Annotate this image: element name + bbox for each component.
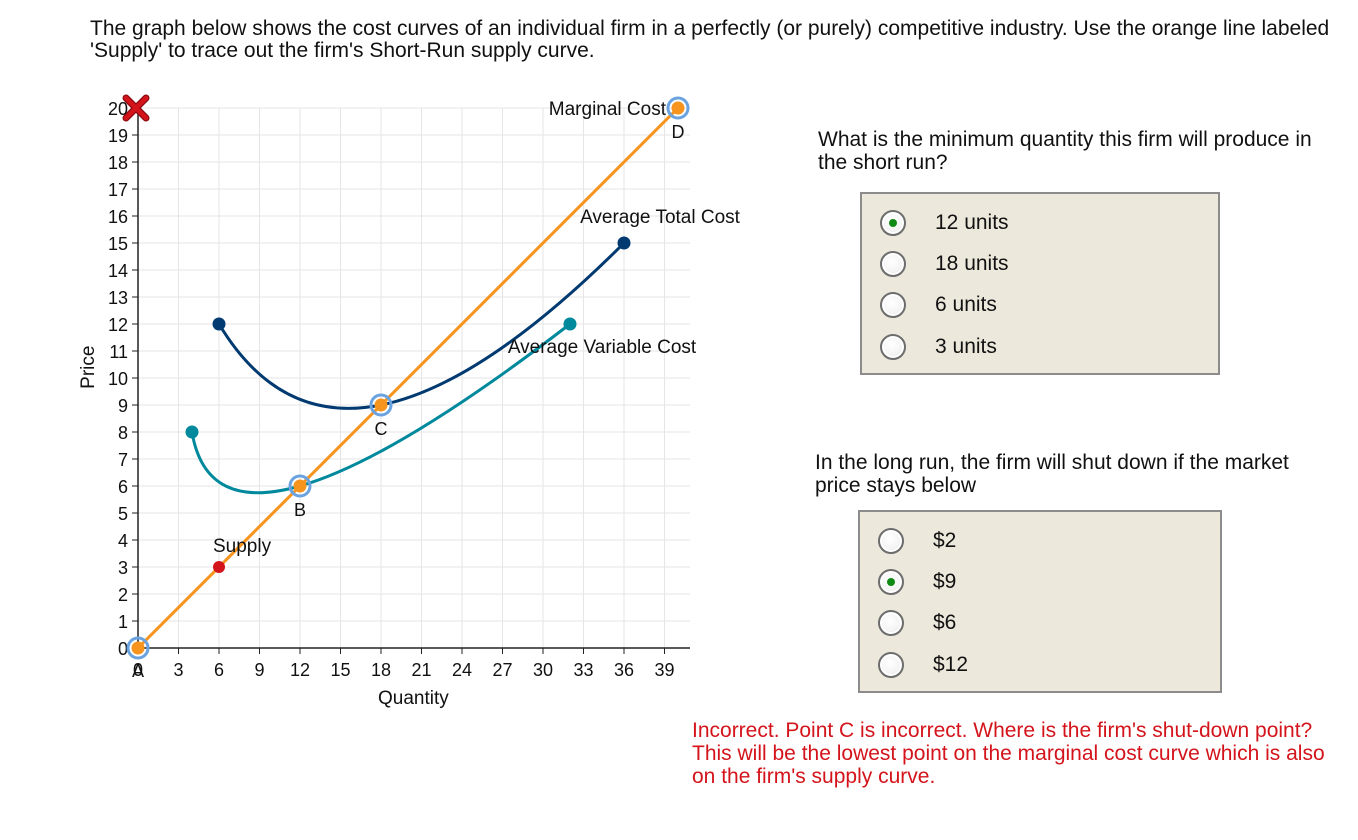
y-tick-label: 7 bbox=[118, 450, 128, 470]
avc-endpoint bbox=[185, 425, 199, 439]
x-tick-label: 15 bbox=[330, 660, 350, 680]
supply-label: Supply bbox=[213, 536, 272, 557]
question-1-option-label: 3 units bbox=[935, 334, 997, 358]
question-1-option-label: 12 units bbox=[935, 210, 1009, 234]
question-2-radio[interactable] bbox=[878, 651, 904, 678]
point-d-handle[interactable] bbox=[666, 96, 690, 120]
x-tick-label: 18 bbox=[371, 660, 391, 680]
question-1-option-label: 6 units bbox=[935, 293, 997, 317]
avc-endpoint bbox=[563, 317, 577, 331]
question-2-prompt: In the long run, the firm will shut down… bbox=[815, 451, 1289, 497]
y-tick-label: 11 bbox=[109, 342, 128, 362]
question-2-option-label: $2 bbox=[933, 528, 957, 552]
point-a-dot[interactable] bbox=[131, 641, 145, 655]
x-tick-label: 24 bbox=[452, 660, 472, 680]
question-1-option[interactable]: 18 units bbox=[862, 243, 1218, 284]
question-2-option[interactable]: $2 bbox=[860, 520, 1220, 561]
chart-curves bbox=[136, 106, 680, 650]
atc-endpoint bbox=[617, 236, 631, 250]
question-2-option[interactable]: $12 bbox=[860, 644, 1220, 685]
question-2-radio[interactable] bbox=[878, 527, 904, 554]
question-1-option-label: 18 units bbox=[935, 251, 1009, 275]
y-tick-label: 4 bbox=[118, 531, 128, 551]
y-axis-title: Price bbox=[78, 346, 99, 389]
chart-grid bbox=[138, 107, 690, 648]
point-d-dot[interactable] bbox=[671, 101, 685, 115]
x-tick-label: 30 bbox=[533, 660, 553, 680]
x-tick-label: 21 bbox=[411, 660, 431, 680]
point-c-handle[interactable] bbox=[369, 393, 393, 417]
marginal-cost-label: Marginal Cost bbox=[549, 99, 667, 120]
x-tick-label: 3 bbox=[173, 660, 183, 680]
atc-endpoint bbox=[212, 317, 226, 331]
question-1-options: 12 units 18 units 6 units 3 units bbox=[860, 192, 1220, 375]
question-1-radio[interactable] bbox=[880, 209, 906, 236]
supply-marker-dot[interactable] bbox=[213, 561, 225, 573]
question-2-option-label: $12 bbox=[933, 652, 969, 676]
y-tick-label: 1 bbox=[118, 612, 128, 632]
x-tick-label: 0 bbox=[133, 660, 143, 680]
instructions-text: The graph below shows the cost curves of… bbox=[90, 17, 1330, 62]
y-tick-label: 2 bbox=[118, 585, 128, 605]
question-1-option[interactable]: 3 units bbox=[862, 326, 1218, 367]
x-tick-label: 36 bbox=[614, 660, 634, 680]
question-2-option[interactable]: $6 bbox=[860, 603, 1220, 644]
red-x-icon bbox=[122, 94, 150, 122]
question-1-radio[interactable] bbox=[880, 292, 906, 319]
y-tick-label: 15 bbox=[108, 234, 128, 254]
chart-handles[interactable] bbox=[122, 94, 690, 660]
point-a-label: A bbox=[132, 661, 144, 681]
question-1-option[interactable]: 12 units bbox=[862, 202, 1218, 243]
y-tick-label: 18 bbox=[108, 153, 128, 173]
question-2-options: $2 $9 $6 $12 bbox=[858, 510, 1222, 693]
question-2-option[interactable]: $9 bbox=[860, 561, 1220, 602]
x-tick-label: 33 bbox=[573, 660, 593, 680]
y-tick-label: 12 bbox=[108, 315, 128, 335]
point-b-handle[interactable] bbox=[288, 474, 312, 498]
y-tick-label: 14 bbox=[108, 261, 128, 281]
y-tick-label: 17 bbox=[108, 180, 128, 200]
question-2-radio[interactable] bbox=[878, 610, 904, 637]
avc-label: Average Variable Cost bbox=[508, 337, 697, 358]
y-tick-label: 3 bbox=[118, 558, 128, 578]
red-x-icon-stroke bbox=[123, 95, 149, 121]
feedback-message: Incorrect. Point C is incorrect. Where i… bbox=[692, 719, 1325, 788]
question-2-option-label: $9 bbox=[933, 569, 957, 593]
point-a-handle[interactable] bbox=[126, 636, 150, 660]
y-tick-label: 0 bbox=[118, 639, 128, 659]
x-tick-label: 6 bbox=[214, 660, 224, 680]
x-tick-label: 9 bbox=[254, 660, 264, 680]
point-d-label: D bbox=[672, 122, 685, 142]
y-tick-label: 8 bbox=[118, 423, 128, 443]
point-c-label: C bbox=[375, 419, 388, 439]
y-tick-label: 20 bbox=[108, 99, 128, 119]
point-c-dot[interactable] bbox=[374, 398, 388, 412]
marginal-cost-line bbox=[136, 106, 680, 650]
question-2-option-label: $6 bbox=[933, 611, 957, 635]
chart-labels: Marginal Cost Average Total Cost Average V… bbox=[132, 99, 741, 681]
y-tick-label: 6 bbox=[118, 477, 128, 497]
y-tick-label: 10 bbox=[108, 369, 128, 389]
atc-label: Average Total Cost bbox=[580, 207, 741, 228]
y-tick-label: 16 bbox=[108, 207, 128, 227]
point-b-label: B bbox=[294, 500, 306, 520]
point-b-dot[interactable] bbox=[293, 479, 307, 493]
y-tick-label: 13 bbox=[108, 288, 128, 308]
y-tick-label: 5 bbox=[118, 504, 128, 524]
question-2-radio[interactable] bbox=[878, 568, 904, 595]
x-tick-label: 12 bbox=[290, 660, 310, 680]
y-tick-label: 19 bbox=[108, 126, 128, 146]
question-1-radio[interactable] bbox=[880, 250, 906, 277]
x-tick-label: 39 bbox=[654, 660, 674, 680]
y-tick-label: 9 bbox=[118, 396, 128, 416]
x-tick-label: 27 bbox=[492, 660, 512, 680]
x-axis-title: Quantity bbox=[378, 688, 449, 709]
question-1-prompt: What is the minimum quantity this firm w… bbox=[818, 128, 1312, 174]
question-1-option[interactable]: 6 units bbox=[862, 285, 1218, 326]
question-1-radio[interactable] bbox=[880, 333, 906, 360]
